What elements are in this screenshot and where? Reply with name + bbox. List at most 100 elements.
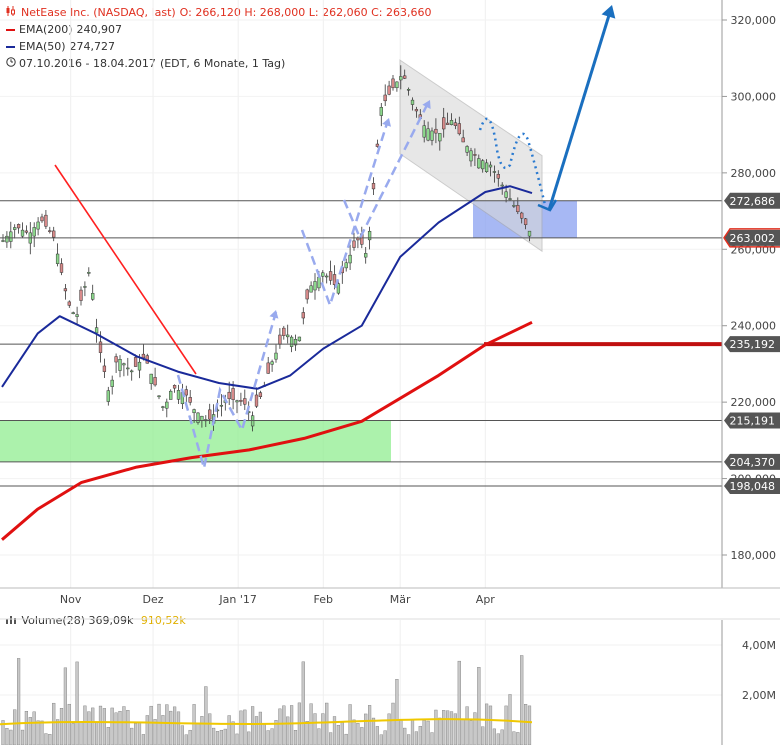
level-label: 263,002 bbox=[724, 229, 780, 246]
ema200-swatch bbox=[6, 28, 15, 31]
volume-bar bbox=[344, 733, 348, 745]
dotted-pattern-path bbox=[478, 117, 547, 206]
candle bbox=[344, 258, 348, 272]
candle bbox=[227, 381, 231, 406]
volume-bar bbox=[313, 713, 317, 745]
volume-bar bbox=[56, 719, 60, 745]
candle bbox=[297, 336, 302, 342]
candle-body bbox=[309, 285, 313, 293]
legend-ema50-row: EMA(50) 274,727 bbox=[6, 38, 431, 55]
candle bbox=[332, 265, 337, 290]
candle-body bbox=[87, 272, 91, 274]
volume-bar bbox=[106, 727, 110, 745]
y-tick-label: 300,000 bbox=[731, 90, 777, 103]
volume-bar bbox=[192, 704, 196, 745]
volume-bar bbox=[59, 708, 64, 745]
ema50-value: 274,727 bbox=[69, 40, 116, 53]
candle-body bbox=[110, 379, 114, 387]
candle bbox=[325, 273, 329, 284]
candle bbox=[395, 81, 399, 92]
candle-body bbox=[196, 412, 200, 423]
ema200-value: 240,907 bbox=[76, 23, 123, 36]
volume-bar bbox=[172, 706, 177, 745]
candle-body bbox=[5, 235, 9, 243]
candle-body bbox=[13, 227, 17, 230]
volume-bar bbox=[231, 721, 235, 745]
candle bbox=[484, 159, 489, 173]
level-label-bg bbox=[724, 412, 780, 429]
candle bbox=[313, 273, 317, 300]
candle bbox=[40, 213, 44, 223]
candle-body bbox=[426, 128, 430, 141]
candle bbox=[352, 232, 356, 251]
candle bbox=[523, 218, 528, 230]
volume-bar bbox=[329, 732, 333, 745]
candle-body bbox=[516, 205, 520, 213]
candle bbox=[465, 145, 469, 157]
volume-bar bbox=[375, 726, 379, 745]
candle bbox=[445, 112, 450, 125]
candle bbox=[364, 246, 368, 264]
volume-layer bbox=[0, 655, 533, 745]
candle bbox=[286, 324, 290, 344]
candlestick-icon bbox=[6, 4, 18, 21]
volume-bar bbox=[305, 721, 309, 745]
candle-body bbox=[227, 391, 231, 400]
candle-body bbox=[442, 117, 446, 130]
volume-bar bbox=[9, 729, 13, 745]
volume-bar bbox=[473, 712, 477, 745]
legend-ohlc: O: 266,120 H: 268,000 L: 262,060 C: 263,… bbox=[179, 6, 432, 19]
y-tick-label: 280,000 bbox=[731, 167, 777, 180]
candle-body bbox=[98, 341, 103, 353]
candle-body bbox=[496, 174, 500, 179]
candle bbox=[83, 281, 87, 297]
candle bbox=[87, 267, 91, 277]
legend-range: 07.10.2016 - 18.04.2017 bbox=[19, 57, 156, 70]
candle-body bbox=[438, 133, 442, 142]
candle-body bbox=[235, 400, 239, 403]
volume-bar bbox=[442, 710, 446, 745]
volume-bar bbox=[63, 667, 67, 745]
candle-body bbox=[430, 130, 434, 141]
volume-bar bbox=[293, 730, 298, 745]
candle-body bbox=[270, 361, 274, 365]
volume-bar bbox=[52, 702, 56, 745]
candle-body bbox=[169, 390, 173, 400]
candle-body bbox=[157, 395, 161, 398]
volume-average-line bbox=[0, 718, 533, 726]
volume-bar bbox=[512, 731, 516, 745]
candle bbox=[165, 398, 169, 418]
candle-body bbox=[457, 123, 461, 135]
candle bbox=[457, 116, 461, 136]
volume-bar bbox=[247, 731, 251, 745]
candle-body bbox=[504, 191, 508, 198]
candle-body bbox=[192, 409, 196, 414]
volume-bar bbox=[165, 704, 169, 745]
candle-body bbox=[137, 361, 142, 371]
volume-bar bbox=[414, 731, 418, 745]
y-tick-label: 180,000 bbox=[731, 549, 777, 562]
volume-bar bbox=[438, 717, 442, 745]
volume-bar bbox=[391, 702, 395, 745]
candle-body bbox=[508, 198, 512, 200]
candle-body bbox=[375, 143, 380, 147]
volume-bar bbox=[250, 706, 255, 745]
volume-bar bbox=[137, 722, 142, 745]
candle bbox=[24, 225, 29, 235]
volume-icon bbox=[6, 614, 18, 627]
level-label-bg bbox=[724, 336, 780, 353]
candle-body bbox=[422, 125, 426, 138]
candle-body bbox=[126, 367, 130, 370]
zone-layer bbox=[0, 59, 577, 462]
candle-body bbox=[293, 339, 298, 346]
volume-bar bbox=[169, 710, 173, 745]
candle-body bbox=[527, 230, 532, 237]
candle bbox=[274, 344, 278, 363]
volume-bar bbox=[469, 720, 473, 745]
legend-title: NetEase Inc. (NASDAQ, last) bbox=[21, 6, 176, 19]
volume-bar bbox=[180, 725, 184, 745]
candle-body bbox=[325, 275, 329, 278]
candle-body bbox=[36, 221, 40, 230]
x-tick-label: Apr bbox=[476, 593, 496, 606]
volume-bar bbox=[13, 709, 17, 745]
